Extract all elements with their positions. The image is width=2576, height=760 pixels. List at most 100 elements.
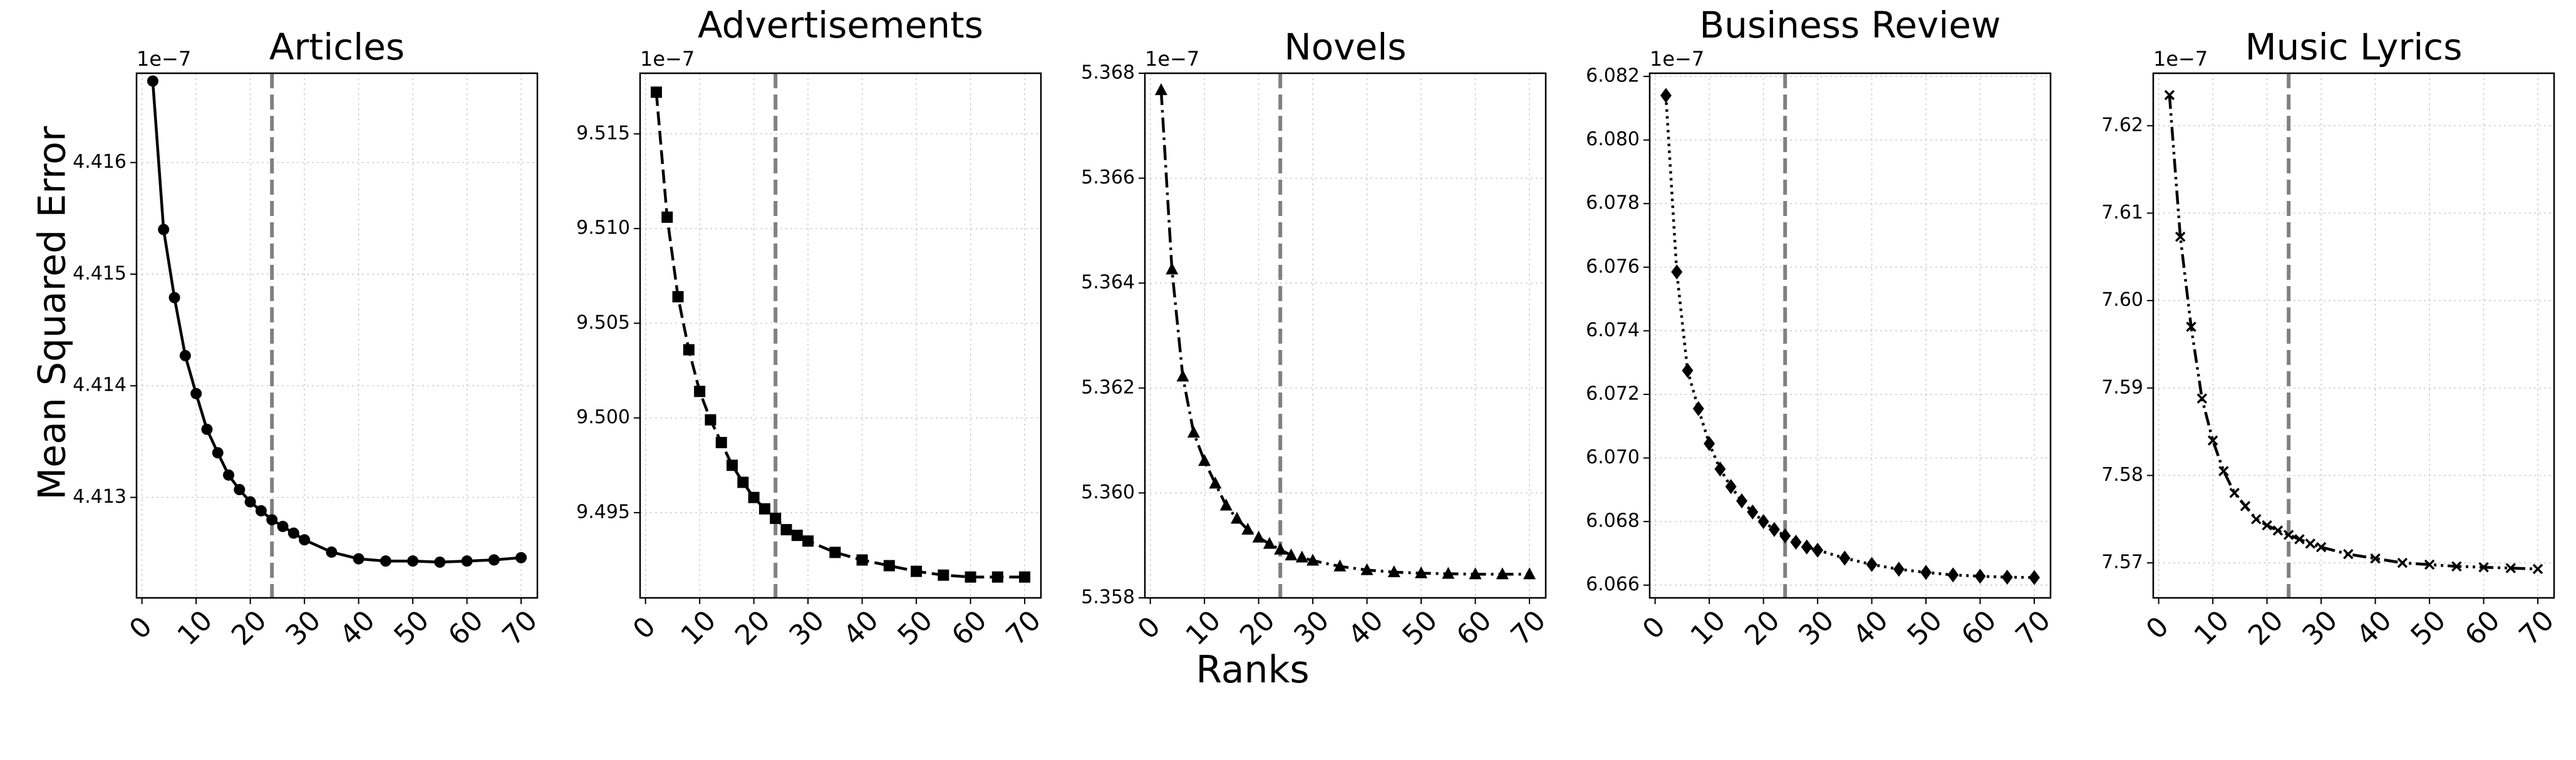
x-tick-label: 40 (1342, 604, 1390, 652)
data-point (1415, 566, 1428, 578)
data-point (1714, 461, 1726, 477)
x-tick-label: 0 (1637, 610, 1672, 645)
data-point (791, 530, 803, 542)
data-point (2240, 501, 2251, 511)
x-tick-label: 20 (2242, 604, 2290, 652)
x-axis-label: Ranks (1196, 648, 1309, 692)
data-point (1333, 559, 1347, 572)
data-point (201, 423, 213, 435)
x-tick-label: 20 (225, 604, 273, 652)
y-tick-label: 7.59 (2101, 376, 2143, 398)
data-point (1154, 83, 1167, 95)
x-tick-label: 0 (1132, 610, 1167, 645)
y-tick-label: 5.366 (1081, 167, 1135, 188)
y-tick-label: 5.364 (1081, 272, 1135, 294)
data-point (326, 546, 338, 558)
data-point (488, 554, 500, 566)
axes-frame (2152, 72, 2555, 599)
chart-panel: 0 10 20 30 40 50 60 70 6.066 6.068 6.070 6.072 6.074… (1586, 4, 2057, 652)
axes-frame (1144, 72, 1547, 599)
y-tick-label: 5.368 (1081, 62, 1135, 84)
x-tick-label: 50 (388, 604, 435, 652)
chart-panel: 0 10 20 30 40 50 60 70 7.57 7.58 7.59 7.60 7.61 7.62 1… (2101, 26, 2560, 652)
x-tick-label: 30 (784, 604, 831, 652)
data-point (2196, 393, 2208, 404)
data-point (1704, 436, 1715, 451)
data-point (244, 496, 256, 508)
data-point (2175, 231, 2186, 242)
x-tick-label: 70 (2513, 604, 2560, 652)
data-point (938, 569, 949, 581)
data-point (1974, 568, 1986, 584)
y-tick-label: 6.082 (1586, 65, 1640, 87)
data-point (2478, 562, 2489, 573)
data-point (1019, 571, 1031, 583)
data-point (461, 555, 473, 567)
data-point (829, 547, 841, 558)
data-point (1893, 562, 1905, 577)
data-point (780, 524, 792, 536)
data-point (1523, 567, 1536, 580)
data-point (1757, 514, 1769, 530)
x-tick-label: 20 (1739, 604, 1786, 652)
data-point (911, 565, 923, 577)
data-point (1779, 528, 1791, 543)
data-point (2272, 525, 2284, 536)
x-tick-label: 30 (1288, 604, 1336, 652)
data-point (277, 520, 289, 532)
data-point (1209, 476, 1222, 489)
x-tick-label: 30 (2297, 604, 2344, 652)
data-point (2218, 466, 2229, 476)
data-point (2164, 90, 2175, 101)
y-tick-label: 4.415 (73, 262, 127, 284)
data-point (1469, 567, 1482, 580)
data-point (2505, 563, 2517, 573)
data-point (1671, 264, 1683, 280)
x-tick-label: 60 (2459, 604, 2506, 652)
data-point (715, 436, 727, 448)
data-point (694, 386, 706, 398)
series-line (1159, 90, 1530, 576)
x-tick-label: 50 (1396, 604, 1444, 652)
y-tick-label: 7.61 (2101, 202, 2143, 223)
data-point (1219, 498, 1233, 511)
data-point (1768, 521, 1780, 537)
x-tick-label: 60 (1955, 604, 2003, 652)
data-point (1920, 565, 1932, 580)
data-point (2532, 563, 2543, 575)
series-line (1664, 95, 2035, 579)
data-point (1198, 454, 1211, 466)
axes-frame (135, 72, 539, 599)
data-point (1866, 557, 1878, 572)
data-point (434, 556, 446, 568)
data-point (1252, 530, 1265, 543)
axis-offset-label: 1e−7 (2153, 47, 2208, 71)
data-point (179, 350, 191, 362)
data-point (407, 555, 419, 567)
y-tick-label: 4.414 (73, 374, 127, 396)
data-point (1166, 262, 1179, 275)
data-point (1839, 550, 1851, 566)
data-point (2397, 557, 2408, 568)
x-tick-label: 50 (2404, 604, 2452, 652)
axes-frame (1648, 72, 2052, 599)
data-point (2370, 553, 2381, 564)
y-tick-label: 9.515 (576, 122, 630, 144)
data-point (212, 447, 224, 459)
y-tick-label: 5.358 (1081, 587, 1135, 609)
x-tick-label: 50 (891, 604, 939, 652)
y-tick-label: 7.62 (2101, 114, 2143, 136)
y-tick-label: 9.510 (576, 217, 630, 239)
data-point (1801, 539, 1813, 555)
chart-title: Articles (269, 26, 405, 68)
data-point (266, 514, 278, 526)
x-tick-label: 0 (123, 610, 158, 645)
data-point (1263, 537, 1276, 549)
y-tick-label: 6.080 (1586, 128, 1640, 150)
data-point (2029, 570, 2041, 585)
x-tick-label: 40 (2351, 604, 2398, 652)
data-point (2229, 488, 2240, 498)
chart-panel: 0 10 20 30 40 50 60 70 4.413 4.414 4.415 4.416 1e−7 A… (73, 26, 544, 652)
x-tick-label: 60 (1451, 604, 1498, 652)
